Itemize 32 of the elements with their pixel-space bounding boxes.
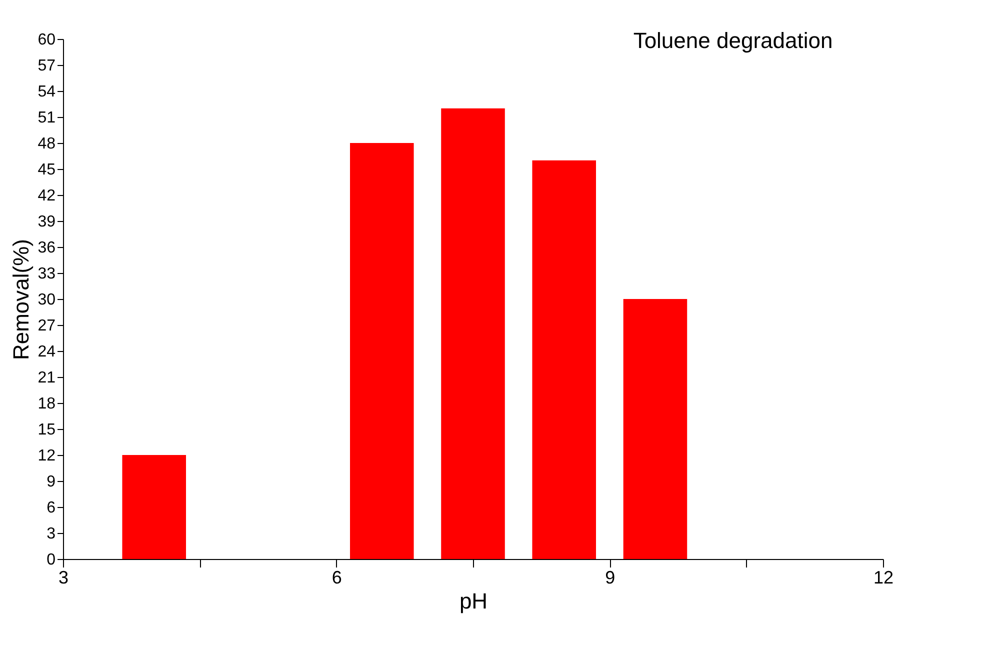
y-tick-label: 48: [38, 136, 56, 152]
annotation: Toluene degradation: [633, 28, 833, 53]
y-tick-label: 21: [38, 370, 56, 386]
y-tick-label: 57: [38, 58, 56, 74]
x-tick-label: 6: [332, 568, 342, 588]
y-tick-label: 39: [38, 214, 56, 230]
y-tick-label: 15: [38, 422, 56, 438]
y-axis-title: Removal(%): [8, 238, 34, 360]
x-axis-title: pH: [459, 588, 488, 614]
bar: [122, 455, 186, 559]
y-tick-label: 27: [38, 318, 56, 334]
y-tick-label: 0: [46, 552, 56, 568]
y-tick-label: 45: [38, 162, 56, 178]
y-tick-label: 30: [38, 292, 56, 308]
y-tick-label: 12: [38, 448, 56, 464]
x-tick-label: 9: [605, 568, 616, 588]
y-tick-label: 36: [38, 240, 56, 256]
y-tick-label: 60: [38, 32, 56, 48]
bar: [350, 143, 414, 559]
y-tick-label: 6: [46, 500, 56, 516]
bar: [623, 299, 688, 559]
x-tick-label: 12: [873, 568, 894, 588]
y-tick-label: 42: [38, 188, 56, 204]
y-tick-label: 9: [46, 474, 56, 490]
y-tick-label: 33: [38, 266, 56, 282]
y-tick-label: 18: [38, 396, 56, 412]
y-tick-label: 54: [38, 84, 56, 100]
bar: [441, 108, 505, 559]
bar: [532, 160, 596, 559]
y-tick-label: 24: [38, 344, 56, 360]
y-tick-label: 3: [46, 526, 56, 542]
y-tick-label: 51: [38, 110, 56, 126]
